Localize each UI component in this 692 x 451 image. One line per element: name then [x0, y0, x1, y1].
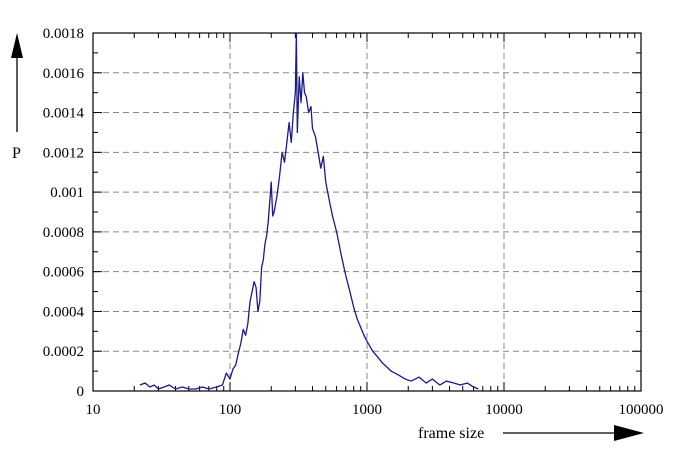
series-group [139, 32, 479, 390]
y-tick-label: 0.0018 [43, 26, 84, 42]
y-tick-label: 0.0014 [43, 106, 85, 122]
y-tick-label: 0.001 [50, 185, 84, 201]
x-tick-label: 1000 [352, 402, 382, 418]
x-axis-label: frame size [418, 425, 484, 442]
x-tick-label: 100000 [619, 402, 664, 418]
y-axis-label: P [12, 145, 21, 162]
y-tick-label: 0 [77, 384, 85, 400]
y-tick-label: 0.0006 [43, 265, 85, 281]
y-axis-arrow [11, 33, 23, 132]
y-tick-labels: 0 0.0002 0.0004 0.0006 0.0008 0.001 0.0012 0.00… [43, 26, 85, 400]
x-tick-labels: 10 100 1000 10000 100000 [86, 402, 664, 418]
x-axis-arrow [503, 425, 644, 441]
y-tick-label: 0.0004 [43, 304, 85, 320]
x-tick-label: 10 [86, 402, 101, 418]
x-tick-label: 10000 [485, 402, 523, 418]
x-tick-label: 100 [219, 402, 242, 418]
axis-ticks [92, 32, 642, 392]
y-tick-label: 0.0012 [43, 145, 84, 161]
series-line [139, 32, 479, 390]
y-tick-label: 0.0002 [43, 344, 84, 360]
y-tick-label: 0.0016 [43, 66, 85, 82]
y-tick-label: 0.0008 [43, 225, 84, 241]
grid-lines [93, 33, 641, 391]
